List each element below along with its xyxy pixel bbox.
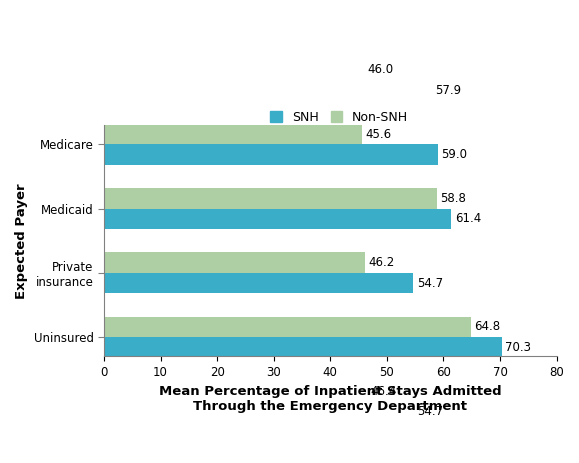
Text: 61.4: 61.4 <box>455 213 481 225</box>
Legend: SNH, Non-SNH: SNH, Non-SNH <box>268 108 411 126</box>
Bar <box>104 144 438 165</box>
Text: 46.2: 46.2 <box>369 256 395 269</box>
Bar <box>104 188 437 209</box>
X-axis label: Mean Percentage of Inpatient Stays Admitted
Through the Emergency Department: Mean Percentage of Inpatient Stays Admit… <box>159 385 501 413</box>
Text: 45.6: 45.6 <box>365 128 391 141</box>
Bar <box>104 401 413 422</box>
Text: 59.0: 59.0 <box>441 148 467 161</box>
Text: 54.7: 54.7 <box>417 276 443 290</box>
Bar <box>104 337 502 357</box>
Bar <box>104 252 365 273</box>
Bar <box>104 317 471 337</box>
Bar <box>104 381 367 401</box>
Bar <box>104 60 364 80</box>
Text: 46.0: 46.0 <box>368 63 394 76</box>
Bar <box>104 80 431 101</box>
Text: 57.9: 57.9 <box>435 84 461 97</box>
Bar <box>104 124 362 144</box>
Text: 54.7: 54.7 <box>417 405 443 418</box>
Text: 70.3: 70.3 <box>505 341 531 354</box>
Bar <box>104 209 452 229</box>
Text: 46.4: 46.4 <box>370 384 396 398</box>
Text: 64.8: 64.8 <box>474 320 500 333</box>
Y-axis label: Expected Payer: Expected Payer <box>15 183 28 299</box>
Bar <box>104 273 413 294</box>
Text: 58.8: 58.8 <box>440 192 466 205</box>
